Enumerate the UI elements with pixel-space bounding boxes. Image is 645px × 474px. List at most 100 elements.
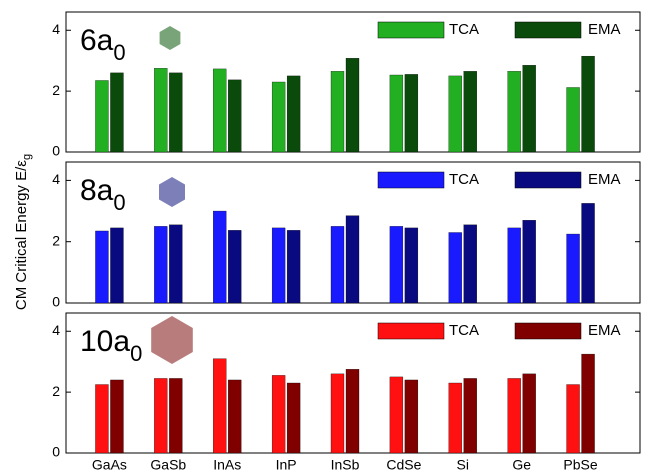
bar (228, 230, 241, 303)
panel-label-subscript: 0 (113, 40, 125, 65)
nanocrystal-icon (159, 177, 185, 207)
x-tick-label: InSb (331, 457, 360, 473)
bar (449, 383, 462, 453)
y-tick-label: 2 (52, 232, 60, 248)
bar (405, 380, 418, 453)
x-tick-label: Si (457, 457, 469, 473)
bar (508, 228, 521, 303)
bar (567, 385, 580, 453)
bar (95, 231, 108, 303)
bar (523, 220, 536, 303)
bar (272, 375, 285, 453)
bar (331, 374, 344, 453)
bar (346, 58, 359, 152)
bar (213, 211, 226, 303)
bar (213, 359, 226, 453)
bar (523, 65, 536, 152)
legend-label: TCA (449, 21, 479, 38)
panel-label-text: 10a (80, 325, 130, 358)
bar (346, 369, 359, 453)
legend-swatch (515, 323, 581, 339)
bar (523, 374, 536, 453)
bar (405, 228, 418, 303)
bar (110, 73, 123, 152)
bar (95, 80, 108, 152)
bar (169, 73, 182, 152)
panel-label-text: 8a (80, 174, 114, 207)
bar (346, 216, 359, 303)
bar (567, 234, 580, 303)
y-tick-label: 0 (52, 444, 60, 460)
x-tick-label: PbSe (563, 457, 597, 473)
bar (582, 354, 595, 453)
bar (464, 378, 477, 453)
legend-swatch (378, 323, 444, 339)
legend-swatch (378, 172, 444, 188)
bar (464, 71, 477, 152)
y-axis-label-text: CM Critical Energy E/ε (13, 160, 30, 310)
y-tick-label: 0 (52, 294, 60, 310)
bar (449, 76, 462, 152)
legend-swatch (515, 172, 581, 188)
panel-label-subscript: 0 (113, 190, 125, 215)
panel-label: 10a0 (80, 325, 142, 366)
y-tick-label: 2 (52, 383, 60, 399)
y-tick-label: 2 (52, 82, 60, 98)
y-axis-label: CM Critical Energy E/εg (13, 154, 33, 310)
y-tick-label: 0 (52, 143, 60, 159)
bar (169, 378, 182, 453)
bar (331, 226, 344, 303)
bar (390, 75, 403, 152)
bar (508, 378, 521, 453)
y-axis-label-subscript: g (21, 154, 33, 160)
bar (154, 68, 167, 152)
y-tick-label: 4 (52, 21, 60, 37)
bar (390, 226, 403, 303)
bar (464, 225, 477, 303)
x-tick-label: CdSe (386, 457, 421, 473)
bar (287, 230, 300, 303)
x-tick-label: GaSb (150, 457, 186, 473)
bar (287, 76, 300, 152)
bar (228, 380, 241, 453)
bar (272, 82, 285, 152)
bar (154, 226, 167, 303)
bar (331, 71, 344, 152)
figure: CM Critical Energy E/εg 0246a0TCAEMA0248… (0, 0, 645, 474)
nanocrystal-icon (151, 316, 193, 364)
bar (95, 385, 108, 453)
nanocrystal-icon (160, 26, 181, 50)
legend-label: EMA (588, 322, 621, 339)
legend-swatch (515, 22, 581, 38)
bar (405, 74, 418, 152)
panel-label-text: 6a (80, 24, 114, 57)
bar (582, 203, 595, 303)
panel-label: 6a0 (80, 24, 126, 65)
y-tick-label: 4 (52, 322, 60, 338)
x-tick-label: GaAs (92, 457, 127, 473)
bar (449, 233, 462, 304)
bar (567, 87, 580, 152)
x-tick-label: InAs (213, 457, 241, 473)
bar (228, 80, 241, 152)
bar (390, 377, 403, 453)
y-tick-label: 4 (52, 171, 60, 187)
legend-label: EMA (588, 171, 621, 188)
bar (508, 71, 521, 152)
panel-label: 8a0 (80, 174, 126, 215)
legend-swatch (378, 22, 444, 38)
bar (213, 69, 226, 152)
legend-label: TCA (449, 171, 479, 188)
bar (287, 383, 300, 453)
panel-label-subscript: 0 (130, 341, 142, 366)
legend-label: TCA (449, 322, 479, 339)
legend-label: EMA (588, 21, 621, 38)
bar (110, 228, 123, 303)
bar (154, 378, 167, 453)
bar (272, 228, 285, 303)
x-tick-label: Ge (512, 457, 531, 473)
bar (169, 225, 182, 303)
bar (110, 380, 123, 453)
bar (582, 56, 595, 152)
x-tick-label: InP (276, 457, 297, 473)
